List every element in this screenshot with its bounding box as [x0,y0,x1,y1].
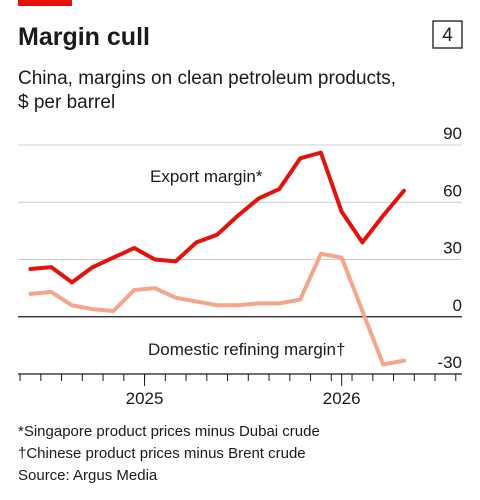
y-tick-label: 60 [443,181,462,200]
series-label: Export margin* [150,167,263,186]
x-tick-label: 2025 [126,389,164,408]
y-tick-label: 0 [453,296,462,315]
series-label: Domestic refining margin† [148,340,345,359]
series-line [28,150,406,285]
y-tick-label: 90 [443,124,462,143]
footnote: *Singapore product prices minus Dubai cr… [18,423,320,440]
footnote: †Chinese product prices minus Brent crud… [18,445,306,462]
y-tick-label: -30 [437,353,462,372]
chart-number: 4 [442,25,453,46]
chart-number-box [432,20,463,49]
chart-title: Margin cull [18,23,150,51]
footnote: Source: Argus Media [18,467,158,484]
x-tick-label: 2026 [323,389,361,408]
subtitle: $ per barrel [18,92,115,113]
brand-bar [18,0,72,6]
series-line [28,251,406,367]
subtitle: China, margins on clean petroleum produc… [18,68,396,89]
y-tick-label: 30 [443,239,462,258]
